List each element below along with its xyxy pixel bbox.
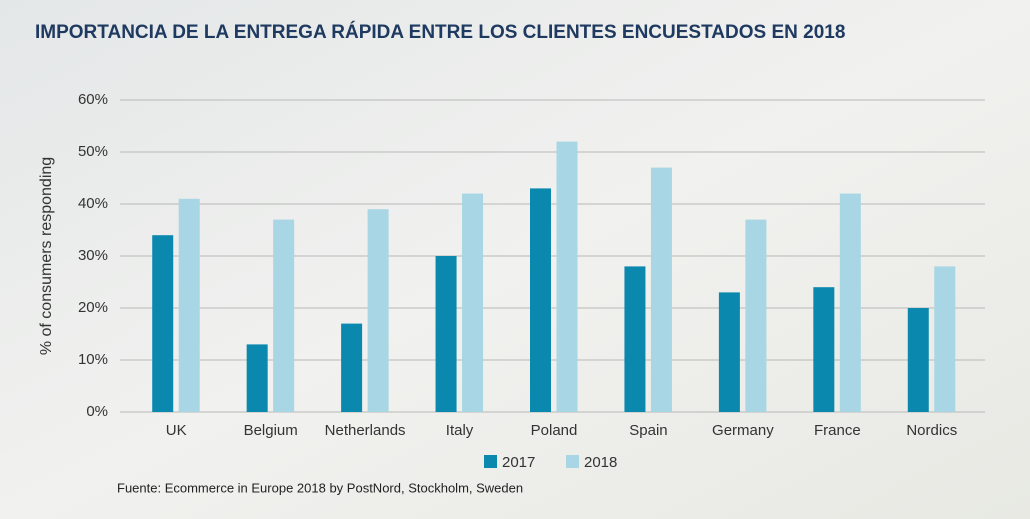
x-tick-label: France: [814, 422, 861, 439]
x-tick-label: Belgium: [244, 422, 298, 439]
bar: [530, 188, 551, 412]
y-tick-label: 60%: [78, 91, 108, 108]
bar: [246, 344, 268, 412]
bar: [650, 167, 672, 412]
legend-swatch: [484, 455, 497, 468]
bar: [367, 209, 389, 412]
bar: [624, 266, 646, 412]
bar: [718, 292, 740, 412]
bar: [273, 219, 295, 412]
legend-label: 2018: [584, 454, 617, 471]
y-tick-label: 20%: [78, 299, 108, 316]
legend-swatch: [566, 455, 579, 468]
bar: [462, 193, 484, 412]
bar: [745, 219, 767, 412]
bar: [435, 256, 457, 412]
bar: [556, 141, 578, 412]
source: Fuente: Ecommerce in Europe 2018 by Post…: [117, 480, 523, 495]
bar: [934, 266, 956, 412]
bar: [341, 323, 363, 412]
y-axis-label: % of consumers responding: [38, 157, 55, 355]
x-tick-label: Germany: [712, 422, 774, 439]
y-tick-label: 50%: [78, 143, 108, 160]
bar: [813, 287, 835, 412]
x-tick-label: Poland: [531, 422, 578, 439]
bar: [907, 308, 929, 412]
y-tick-label: 10%: [78, 351, 108, 368]
x-tick-label: Nordics: [906, 422, 957, 439]
y-tick-label: 30%: [78, 247, 108, 264]
legend-label: 2017: [502, 454, 535, 471]
x-tick-label: Italy: [446, 422, 474, 439]
bar: [178, 198, 200, 412]
x-tick-label: Netherlands: [325, 422, 406, 439]
x-tick-label: Spain: [629, 422, 667, 439]
y-tick-label: 40%: [78, 195, 108, 212]
bar: [152, 235, 174, 412]
x-tick-label: UK: [166, 422, 187, 439]
y-tick-label: 0%: [86, 403, 108, 420]
bar: [839, 193, 861, 412]
chart-title: IMPORTANCIA DE LA ENTREGA RÁPIDA ENTRE L…: [35, 21, 845, 43]
